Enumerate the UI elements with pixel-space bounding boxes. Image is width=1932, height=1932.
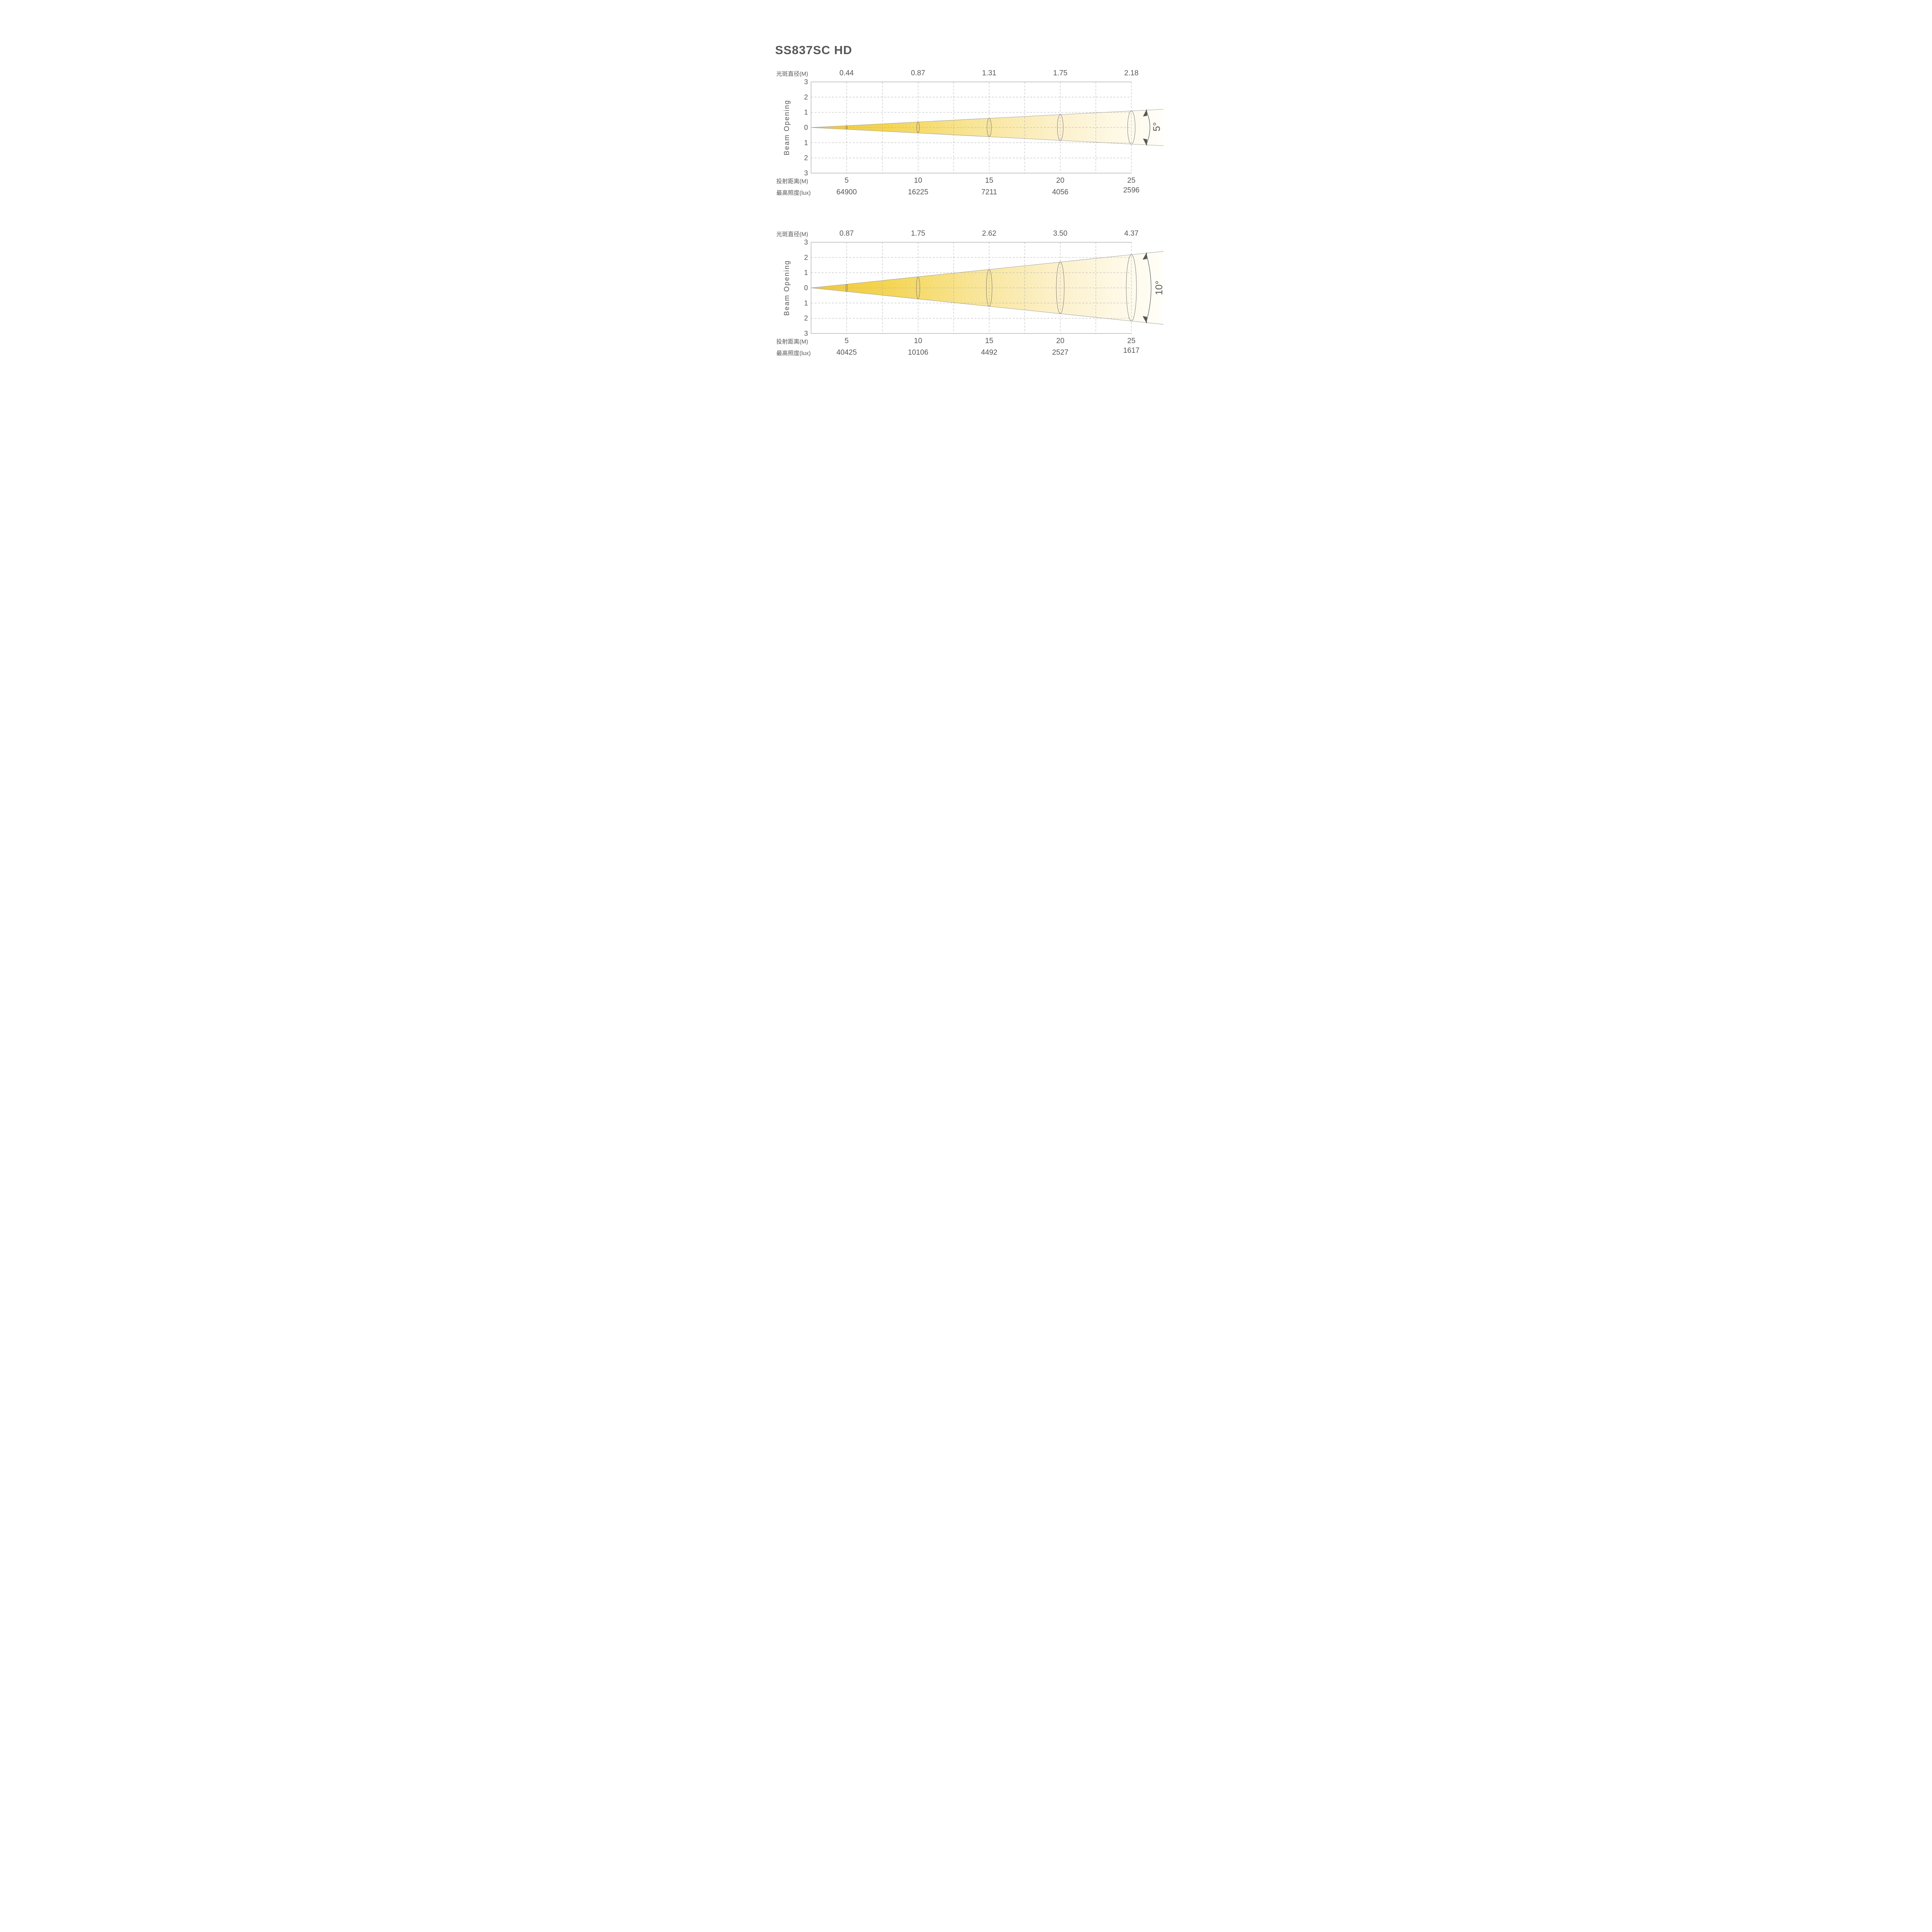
illuminance-value: 1617 [1123,347,1140,355]
throw-distance-value: 15 [985,177,993,185]
angle-arc [1146,110,1150,145]
spot-diameter-value: 0.87 [839,230,854,238]
illuminance-value: 10106 [908,349,929,357]
beam-plot-5deg: 5° 3 2 1 0 1 2 3 Beam Opening [783,78,1164,176]
spot-ellipses [845,111,1136,145]
throw-distance-value: 5 [844,177,849,185]
throw-distance-value: 15 [985,337,993,345]
spot-ellipses [845,254,1137,321]
throw-distance-value: 10 [914,177,922,185]
beam-chart-5deg: 光斑直径(M) 0.44 0.87 1.31 1.75 2.18 [753,66,1179,201]
spot-diameter-value: 3.50 [1053,230,1068,238]
spot-diameter-value: 0.44 [839,69,854,77]
y-tick: 2 [804,315,808,322]
illuminance-value: 4492 [981,349,998,357]
beam-angle-label: 5° [1151,122,1162,131]
y-tick: 0 [804,284,808,292]
illuminance-value: 40425 [836,349,857,357]
spot-diameter-value: 4.37 [1124,230,1139,238]
illuminance-value: 2596 [1123,186,1140,194]
y-tick: 2 [804,154,808,162]
throw-distance-value: 10 [914,337,922,345]
throw-distance-value: 20 [1056,177,1065,185]
beam-chart-10deg: 光斑直径(M) 0.87 1.75 2.62 3.50 4.37 [753,226,1179,361]
y-tick: 3 [804,78,808,86]
throw-distance-value: 20 [1056,337,1065,345]
illuminance-value: 64900 [836,188,857,196]
y-tick: 1 [804,109,808,116]
illuminance-label: 最高照度(lux) [776,190,811,196]
spot-diameter-value: 2.18 [1124,69,1139,77]
spot-diameter-value: 1.31 [982,69,997,77]
illuminance-value: 2527 [1052,349,1069,357]
page-title: SS837SC HD [775,43,852,57]
illuminance-row: 最高照度(lux) 64900 16225 7211 4056 2596 [753,186,1179,197]
grid-lines [811,82,1132,173]
y-tick: 3 [804,330,808,337]
angle-arc-arrow-up-icon [1143,252,1147,260]
y-tick: 1 [804,269,808,277]
throw-distance-value: 5 [844,337,849,345]
beam-plot-10deg: 10° 3 2 1 0 1 2 3 Beam Opening [783,238,1165,337]
y-tick: 3 [804,169,808,176]
angle-arc-arrow-down-icon [1143,138,1147,146]
photometric-datasheet: SS837SC HD 光斑直径(M) 0.44 0.87 1.31 1.75 2… [753,0,1179,425]
angle-arc [1146,253,1151,323]
beam-angle-label: 10° [1154,281,1165,295]
spot-diameter-label: 光斑直径(M) [776,231,808,238]
y-tick: 1 [804,299,808,307]
illuminance-value: 7211 [981,188,997,196]
y-tick: 3 [804,238,808,246]
angle-arc-arrow-up-icon [1143,109,1147,117]
spot-diameter-value: 0.87 [911,69,925,77]
spot-diameter-value: 1.75 [911,230,925,238]
beam-cone-fill [811,109,1163,146]
y-tick: 0 [804,124,808,131]
throw-distance-value: 25 [1127,337,1136,345]
throw-distance-label: 投射距离(M) [776,178,808,185]
beam-cone-fill [811,251,1163,325]
y-axis-title: Beam Opening [783,260,791,316]
spot-diameter-label: 光斑直径(M) [776,71,808,77]
spot-diameter-row: 光斑直径(M) 0.87 1.75 2.62 3.50 4.37 [753,230,1179,238]
spot-diameter-row: 光斑直径(M) 0.44 0.87 1.31 1.75 2.18 [753,69,1179,78]
throw-distance-label: 投射距离(M) [776,338,808,345]
throw-distance-row: 投射距离(M) 5 10 15 20 25 [753,337,1179,345]
y-axis-title: Beam Opening [783,100,791,155]
illuminance-row: 最高照度(lux) 40425 10106 4492 2527 1617 [753,347,1179,357]
y-tick: 1 [804,139,808,146]
throw-distance-row: 投射距离(M) 5 10 15 20 25 [753,177,1179,185]
y-tick: 2 [804,253,808,261]
spot-diameter-value: 1.75 [1053,69,1068,77]
y-axis-ticks: 3 2 1 0 1 2 3 [804,238,808,337]
illuminance-value: 16225 [908,188,929,196]
grid-lines [811,242,1132,333]
beam-outline [811,251,1164,325]
y-tick: 2 [804,93,808,101]
illuminance-value: 4056 [1052,188,1069,196]
angle-arc-arrow-down-icon [1143,316,1147,324]
spot-diameter-value: 2.62 [982,230,997,238]
y-axis-ticks: 3 2 1 0 1 2 3 [804,78,808,176]
throw-distance-value: 25 [1127,177,1136,185]
beam-outline [811,109,1164,146]
illuminance-label: 最高照度(lux) [776,350,811,357]
